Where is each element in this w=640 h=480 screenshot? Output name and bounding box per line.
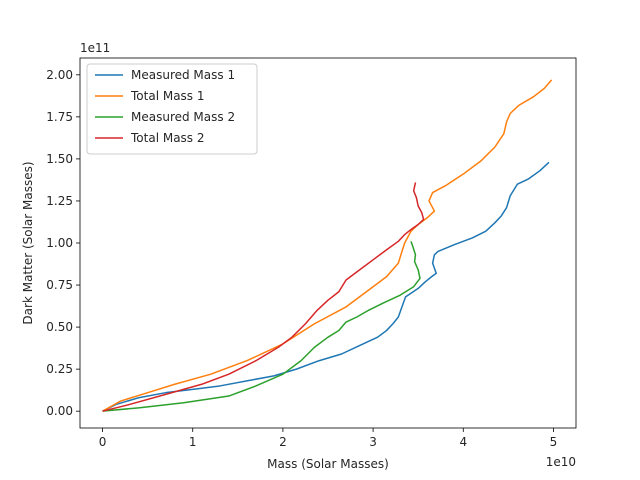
x-tick-label: 5 (550, 435, 558, 449)
x-tick-label: 1 (189, 435, 197, 449)
series-layer (102, 79, 553, 412)
y-axis: 0.00 0.25 0.50 0.75 1.00 1.25 1.50 1.75 2.00 (46, 68, 80, 418)
legend-entry: Measured Mass 1 (131, 68, 235, 82)
x-tick-label: 0 (99, 435, 107, 449)
x-tick-label: 4 (459, 435, 467, 449)
y-tick-label: 0.00 (46, 404, 73, 418)
y-axis-scale-label: 1e11 (80, 41, 110, 55)
series-line-3 (102, 241, 421, 412)
y-tick-label: 1.00 (46, 236, 73, 250)
legend-entry: Measured Mass 2 (131, 110, 235, 124)
x-axis-label: Mass (Solar Masses) (267, 457, 389, 471)
series-line-4 (102, 182, 425, 412)
x-tick-label: 2 (279, 435, 287, 449)
x-axis-scale-label: 1e10 (546, 455, 576, 469)
y-tick-label: 0.75 (46, 278, 73, 292)
y-tick-label: 2.00 (46, 68, 73, 82)
y-tick-label: 1.75 (46, 110, 73, 124)
legend-box (86, 63, 258, 155)
x-tick-label: 3 (369, 435, 377, 449)
y-tick-label: 1.25 (46, 194, 73, 208)
y-axis-label: Dark Matter (Solar Masses) (21, 161, 35, 324)
legend: Measured Mass 1 Total Mass 1 Measured Mass… (86, 63, 258, 155)
x-axis: 0 1 2 3 4 5 (99, 428, 558, 449)
y-tick-label: 1.50 (46, 152, 73, 166)
y-tick-label: 0.25 (46, 362, 73, 376)
legend-entry: Total Mass 2 (130, 131, 205, 145)
y-tick-label: 0.50 (46, 320, 73, 334)
series-line-1 (102, 161, 550, 412)
legend-entry: Total Mass 1 (130, 89, 205, 103)
